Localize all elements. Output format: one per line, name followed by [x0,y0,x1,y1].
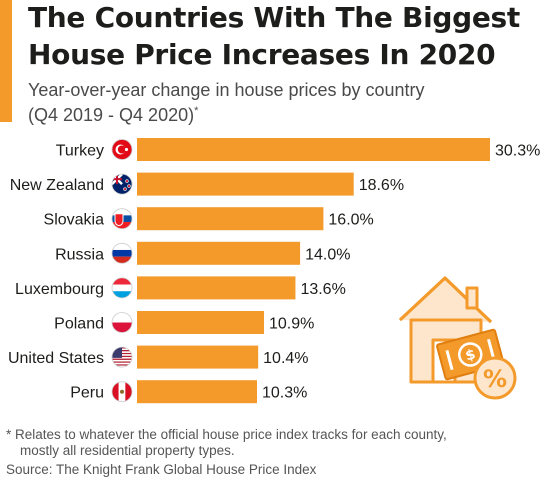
flag-outline [111,139,133,160]
flag-outline [111,277,133,299]
bar [137,207,324,231]
flag-outline [111,381,133,403]
value-label: 10.4% [263,350,308,367]
flag-stripe-white [112,359,132,362]
value-label: 10.3% [262,385,307,402]
flag-stripe-blue [112,249,132,257]
svg-text:%: % [483,365,507,393]
category-label: Turkey [56,143,104,160]
bar-row-united-states: United States 10.4% [8,345,309,369]
category-label: Luxembourg [15,281,104,298]
flag-stripe-blue [112,291,132,298]
flag-star [123,187,127,191]
category-label: United States [8,350,104,367]
category-label: Peru [70,385,104,402]
bar-row-luxembourg: Luxembourg 13.6% [15,276,346,300]
flag-shapes [112,381,132,402]
bar-row-russia: Russia 14.0% [55,241,350,265]
source-text: Source: The Knight Frank Global House Pr… [6,462,317,477]
flag-shapes [112,277,132,298]
value-label: 16.0% [328,212,373,229]
flag-stripe-white [112,365,132,368]
flag-coat [114,213,124,227]
bar [137,172,354,196]
flag-stripe-red [112,256,132,264]
new-zealand-flag-icon [111,173,133,195]
category-label: Poland [54,316,104,333]
bar-row-peru: Peru 10.3% [70,380,307,404]
flag-shapes [112,347,132,368]
flag-emblem [120,389,124,394]
flag-stripe-red [112,358,132,360]
footnote-line-2: mostly all residential property types. [20,443,235,458]
luxembourg-flag-icon [111,277,133,299]
flag-shapes [112,208,132,229]
slovakia-flag-icon [111,208,133,230]
bar-row-poland: Poland 10.9% [54,311,314,334]
svg-text:$: $ [464,346,478,364]
flag-stripe-red [112,361,132,363]
flag-stripe-red [112,322,132,333]
bar [137,276,296,300]
title-line-1: The Countries With The Biggest [28,1,521,34]
bar-row-new-zealand: New Zealand 18.6% [10,172,404,196]
flag-stripe-white [112,243,132,250]
turkey-flag-icon [111,139,133,160]
flag-stripe-white [112,284,132,292]
flag-stripe-white [112,362,132,365]
house-price-icon: $ % [398,276,517,400]
value-label: 10.9% [269,316,314,333]
flag-star [127,184,131,188]
category-label: New Zealand [10,177,104,194]
flag-outline [111,346,133,368]
bar [137,380,257,404]
chart-subtitle: Year-over-year change in house prices by… [28,80,538,126]
value-label: 13.6% [300,281,345,298]
flag-shapes [112,139,132,160]
flag-star [124,147,129,152]
category-label: Russia [55,246,104,263]
subtitle-period: (Q4 2019 - Q4 2020) [28,105,195,125]
russia-flag-icon [111,242,133,264]
subtitle-line-1: Year-over-year change in house prices by… [28,80,425,100]
accent-bar [0,0,12,122]
peru-flag-icon [111,381,133,403]
flag-star [125,179,129,183]
value-label: 18.6% [359,177,404,194]
flag-shapes [112,243,132,264]
poland-flag-icon [111,312,133,333]
subtitle-line-2: (Q4 2019 - Q4 2020)* [28,101,538,126]
value-label: 14.0% [305,246,350,263]
footnote-line-1: * Relates to whatever the official house… [6,427,447,442]
flag-outline [111,312,133,333]
value-label: 30.3% [495,143,540,160]
category-label: Slovakia [44,212,105,229]
flag-stripe-white [112,312,132,323]
flag-outline [111,173,133,195]
flag-canton [112,347,122,358]
flag-stripe-white [112,208,132,216]
flag-outline [111,242,133,264]
flag-stripe-red [112,364,132,366]
flag-outline [111,208,133,230]
flag-stripe-red [112,277,132,285]
flag-crescent-inner [117,145,126,154]
flag-stripe-red [112,222,132,229]
bar [137,345,259,369]
flag-shapes [112,312,132,333]
bar [137,311,264,334]
chart-title: The Countries With The Biggest House Pri… [28,0,548,73]
bar-row-slovakia: Slovakia 16.0% [44,207,374,231]
subtitle-footnote-mark: * [194,105,199,117]
flag-stripe-red [112,381,119,402]
footnote: * Relates to whatever the official house… [6,427,536,459]
bar [137,138,490,161]
flag-stripe-red [125,381,132,402]
bar-row-turkey: Turkey 30.3% [56,138,540,161]
bar-chart: Turkey 30.3% New Zealand 18.6% Slovakia 16.0%… [8,138,540,404]
united-states-flag-icon [111,346,133,368]
title-line-2: House Price Increases In 2020 [28,38,496,71]
bar [137,241,301,265]
